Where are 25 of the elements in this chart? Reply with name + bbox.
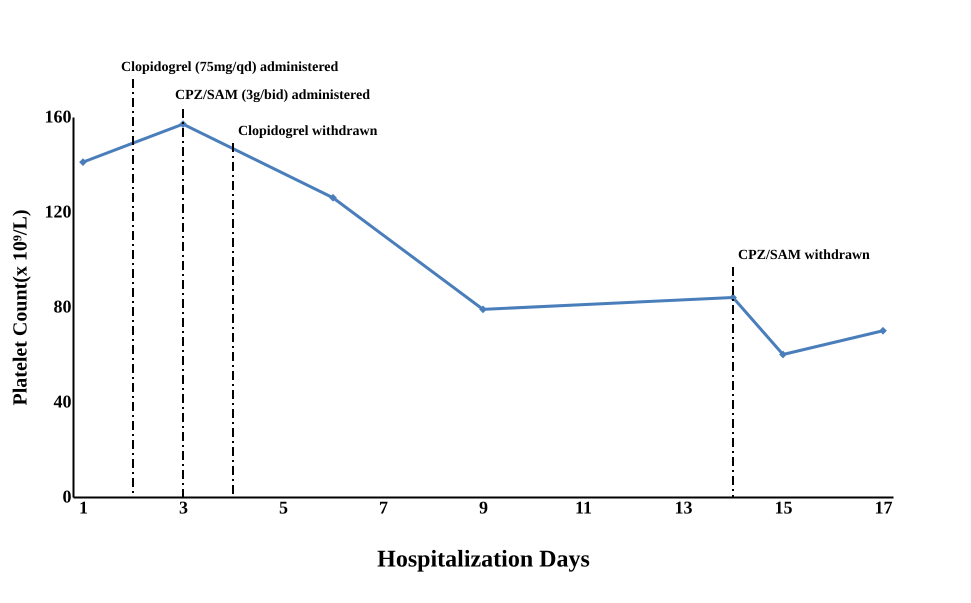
y-tick-label: 80 (54, 296, 72, 316)
ref-line-label: Clopidogrel (75mg/qd) administered (121, 60, 338, 75)
y-tick-label: 120 (44, 202, 72, 222)
point (479, 306, 487, 314)
y-tick-label: 160 (44, 106, 72, 126)
x-tick-label: 3 (179, 498, 188, 518)
x-tick-label: 13 (674, 498, 692, 518)
y-tick-label: 0 (62, 486, 72, 506)
x-tick-label: 5 (279, 498, 288, 518)
x-tick-label: 17 (874, 498, 892, 518)
x-tick-label: 7 (379, 498, 388, 518)
x-tick-label: 9 (479, 498, 488, 518)
point (329, 194, 337, 202)
x-tick-label: 15 (774, 498, 792, 518)
ref-line-label: Clopidogrel withdrawn (238, 124, 378, 139)
x-tick-label: 1 (79, 498, 88, 518)
x-tick-label: 11 (574, 498, 592, 518)
y-tick-label: 40 (54, 392, 72, 412)
ref-line-label: CPZ/SAM (3g/bid) administered (175, 88, 370, 103)
point (79, 158, 87, 166)
y-axis-title: Platelet Count(x 10⁹/L) (10, 210, 32, 406)
x-axis-title: Hospitalization Days (377, 546, 590, 572)
point (879, 326, 887, 335)
ref-line-label: CPZ/SAM withdrawn (738, 248, 870, 263)
point (779, 350, 787, 358)
